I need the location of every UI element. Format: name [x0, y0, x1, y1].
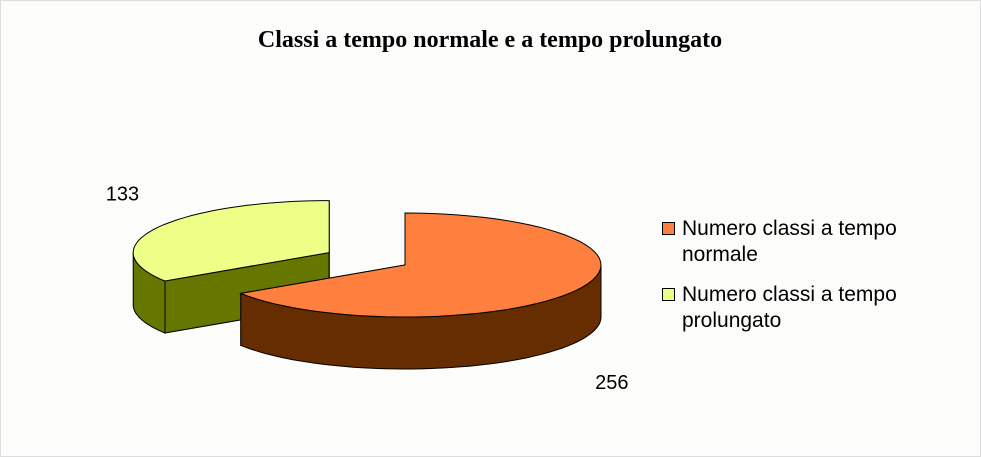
slice — [238, 212, 602, 318]
value-label: 256 — [595, 372, 628, 394]
chart-title: Classi a tempo normale e a tempo prolung… — [258, 27, 722, 53]
value-label: 133 — [106, 184, 139, 206]
legend-entry: Numero classi a tempo normale — [662, 216, 912, 268]
legend-label: Numero classi a tempo prolungato — [682, 283, 897, 332]
legend-swatch — [662, 222, 675, 235]
legend-entry: Numero classi a tempo prolungato — [662, 282, 912, 334]
legend-label: Numero classi a tempo normale — [682, 217, 897, 266]
legend: Numero classi a tempo normale Numero clas… — [662, 216, 912, 348]
legend-swatch — [662, 288, 675, 301]
slice — [132, 200, 330, 282]
